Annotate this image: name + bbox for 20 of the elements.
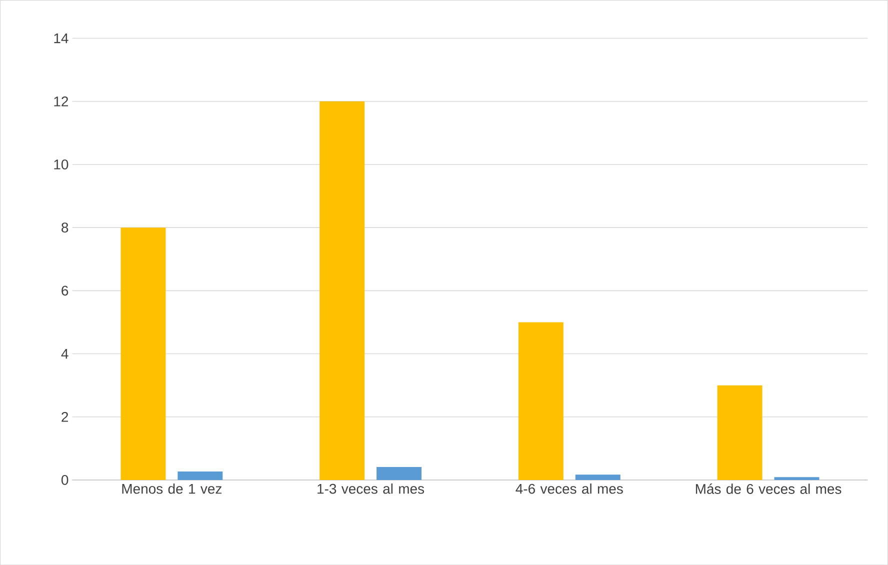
bar <box>376 466 422 480</box>
bar <box>178 471 223 480</box>
x-tick-label: 1-3 veces al mes <box>318 483 424 494</box>
y-tick-label: 0 <box>61 474 68 485</box>
x-tick-label: Más de 6 veces al mes <box>696 483 842 494</box>
y-tick-label: 12 <box>54 96 68 106</box>
bar <box>774 477 820 480</box>
y-tick-label: 2 <box>62 412 68 422</box>
y-tick-label: 6 <box>62 286 68 296</box>
y-tick-label: 14 <box>54 33 68 43</box>
bar <box>717 385 762 480</box>
bar <box>120 227 166 480</box>
y-tick-label: 4 <box>61 348 68 358</box>
bar <box>518 322 564 480</box>
bar <box>320 101 365 480</box>
x-tick-label: 4-6 veces al mes <box>516 483 623 494</box>
x-tick-label: Menos de 1 vez <box>122 483 222 494</box>
y-tick-label: 8 <box>62 222 68 232</box>
y-tick-label: 10 <box>54 159 68 170</box>
bar <box>575 474 620 480</box>
